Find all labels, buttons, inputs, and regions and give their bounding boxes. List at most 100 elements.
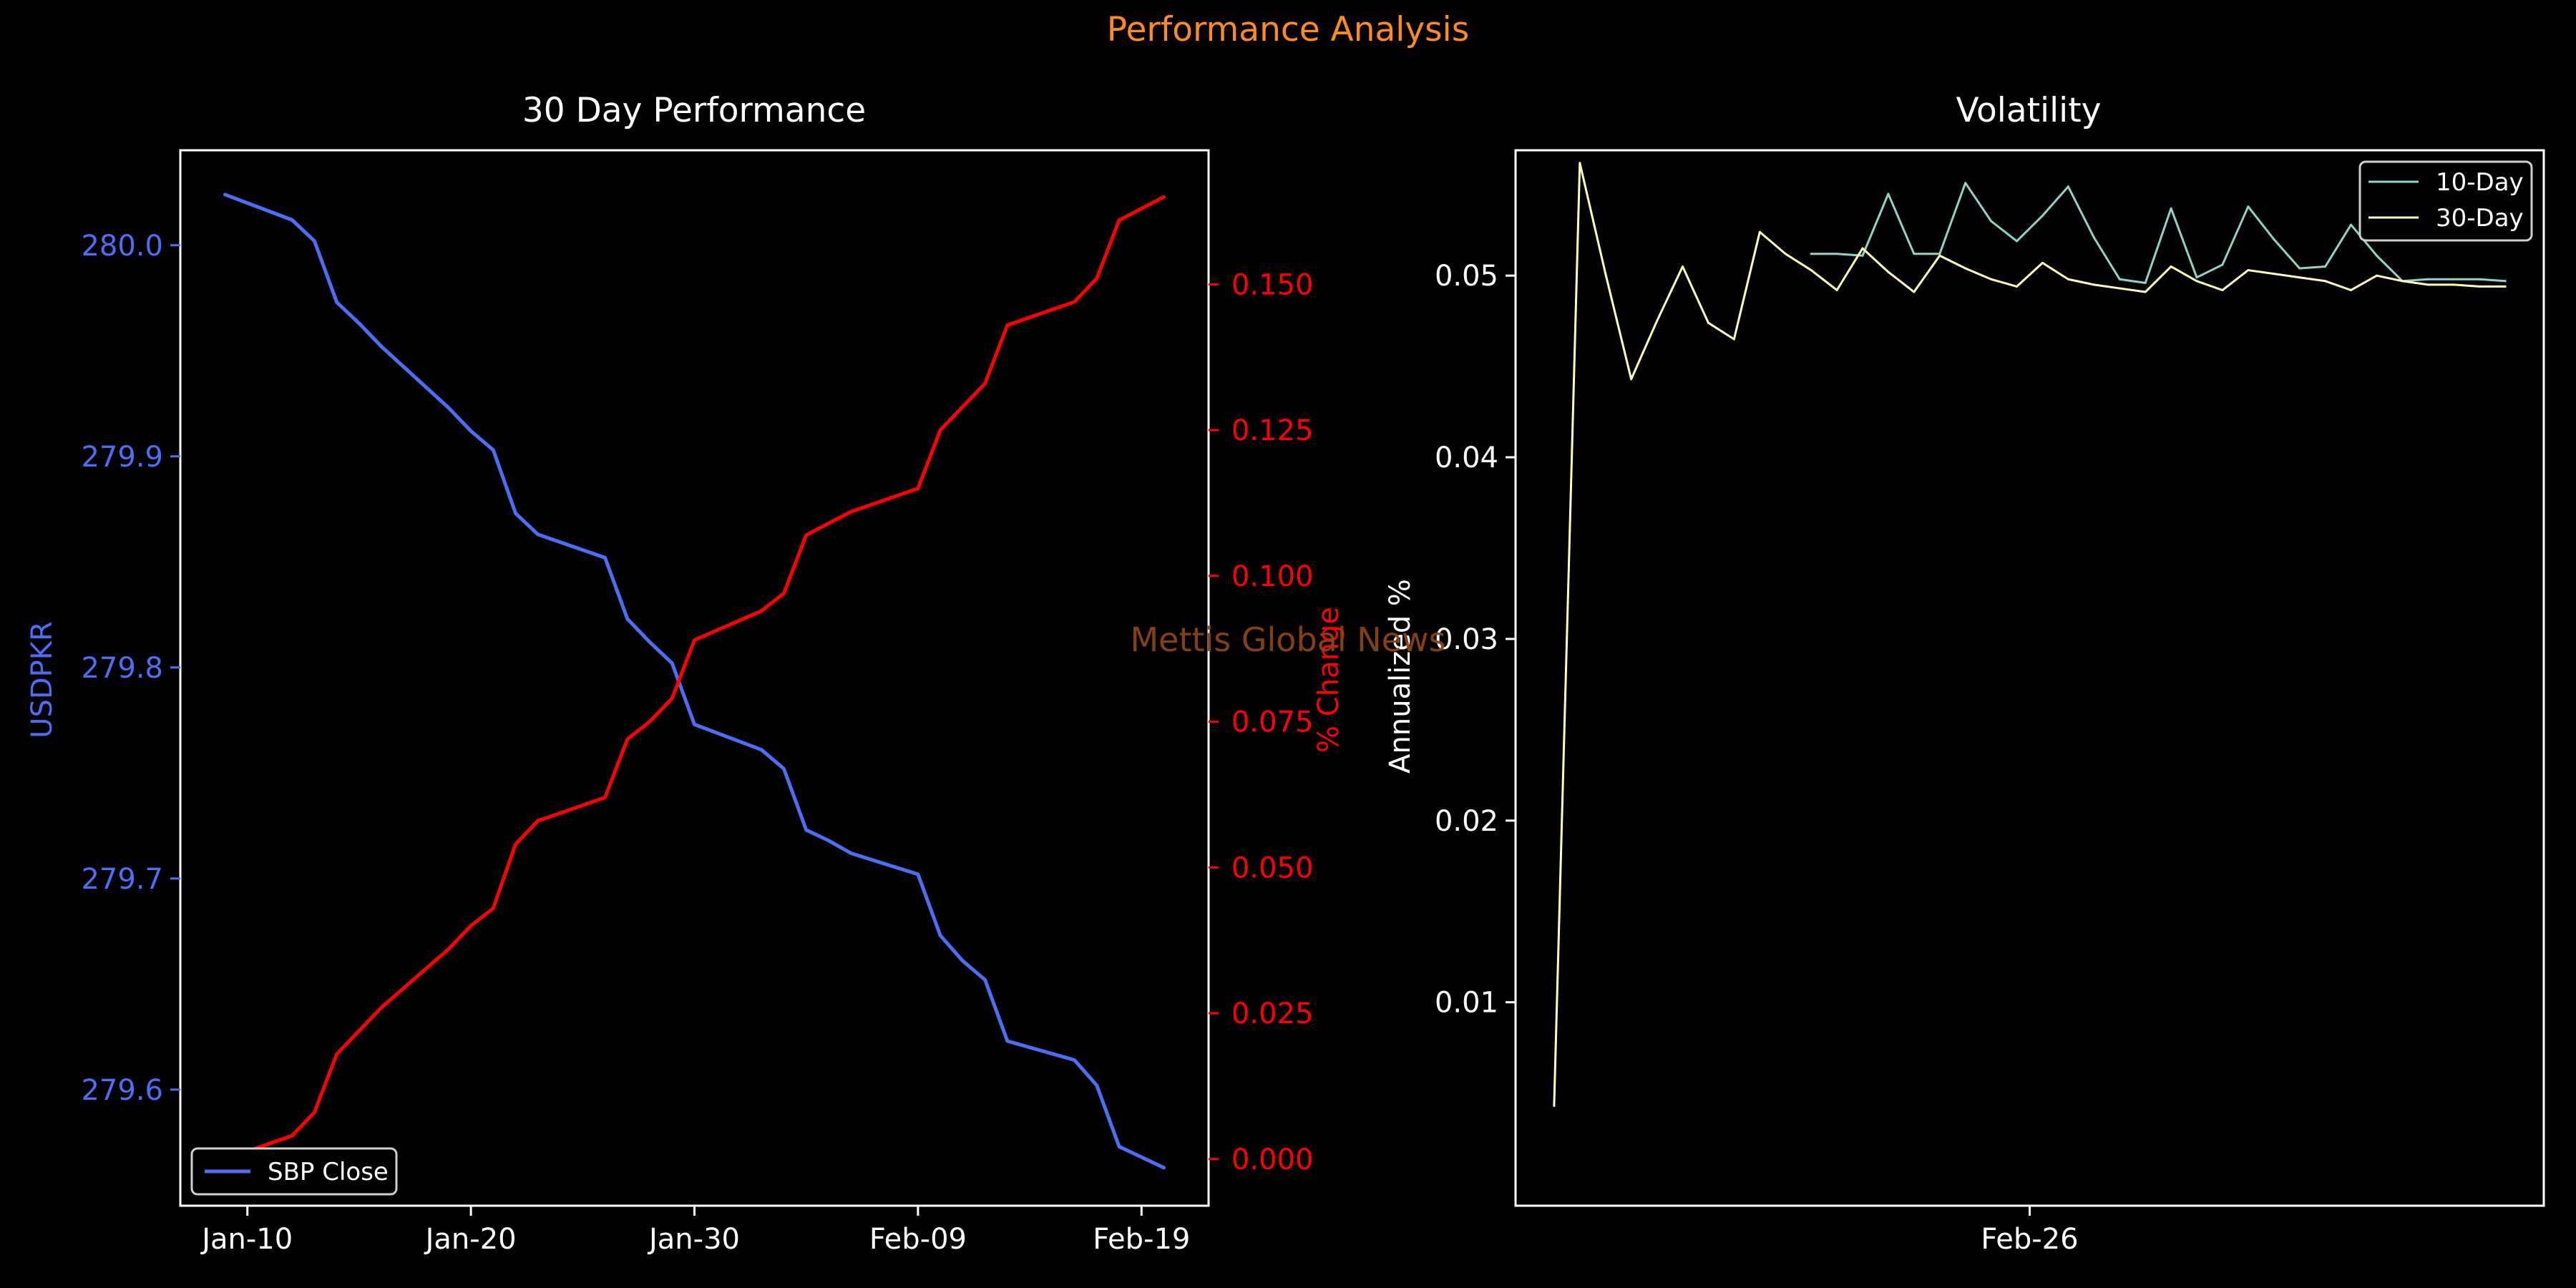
volatility-y-axis-label: Annualized % — [1384, 579, 1417, 774]
volatility-30-day-line-point — [1964, 267, 1967, 270]
sbp-close-line-point — [1096, 1084, 1098, 1087]
volatility-x-tick-label: Feb-26 — [1981, 1223, 2078, 1256]
volatility-30-day-line-point — [2092, 283, 2095, 286]
percent-change-line-point — [804, 534, 808, 537]
sbp-close-line-point — [1073, 1058, 1076, 1062]
volatility-30-day-line-point — [1861, 247, 1864, 250]
volatility-30-day-line — [1553, 162, 2507, 1107]
sbp-close-line-point — [313, 240, 316, 243]
left-x-tick-label: Jan-30 — [647, 1223, 740, 1256]
sbp-close-line-point — [670, 662, 674, 665]
percent-change-line-point — [603, 796, 607, 799]
left-y-tick-label: 279.8 — [81, 652, 163, 685]
volatility-10-day-line — [1810, 182, 2507, 284]
volatility-30-day-line-point — [2401, 280, 2404, 283]
volatility-30-day-line-point — [1835, 288, 1838, 291]
percent-change-line-point — [917, 487, 919, 490]
percent-change-line-point — [983, 382, 987, 385]
percent-change-line-point — [827, 522, 830, 525]
sbp-close-line-point — [492, 449, 495, 452]
volatility-10-day-line-point — [1835, 253, 1838, 255]
percent-change-line-point — [1118, 218, 1121, 222]
volatility-30-day-line-point — [1938, 254, 1941, 257]
percent-change-line-point — [1162, 195, 1166, 198]
volatility-30-day-line-point — [2298, 276, 2301, 279]
percent-change-line-point — [1006, 323, 1009, 327]
left-y-axis-label: USDPKR — [26, 621, 59, 738]
left-legend[interactable]: SBP Close — [190, 1147, 398, 1196]
volatility-30-day-line-point — [2478, 285, 2481, 288]
volatility-30-day-line-point — [2273, 273, 2275, 275]
volatility-10-day-line-point — [2195, 276, 2198, 279]
sbp-close-line-point — [917, 873, 919, 876]
percent-change-line-point — [492, 907, 495, 910]
percent-change-line-point — [313, 1111, 316, 1114]
volatility-30-day-line-point — [1630, 378, 1633, 381]
volatility-y-tick-label: 0.05 — [1435, 260, 1498, 293]
figure-suptitle: Performance Analysis — [1107, 10, 1469, 49]
sbp-close-line-point — [827, 839, 830, 842]
sbp-close-legend-box — [190, 1147, 398, 1196]
volatility-10-day-line-point — [2144, 281, 2147, 284]
sbp-close-line-point — [760, 748, 763, 751]
percent-change-line-point — [537, 819, 540, 822]
volatility-30-day-line-point — [1810, 269, 1813, 272]
volatility-30-day-line-point — [1784, 253, 1787, 255]
volatility-30-day-line-point — [2067, 278, 2069, 280]
percent-change-line-point — [760, 609, 763, 613]
percent-change-line-point — [1096, 277, 1098, 280]
volatility-30-day-line-point — [2504, 285, 2507, 288]
percent-change-line-point — [648, 720, 651, 723]
volatility-10-day-line-point — [2170, 207, 2172, 210]
watermark-text: Mettis Global News — [1130, 620, 1445, 659]
volatility-10-day-line-point — [2273, 238, 2275, 240]
volatility-30-day-line-point — [2144, 291, 2147, 293]
right-legend[interactable]: 10-Day 30-Day — [2358, 160, 2533, 242]
sbp-close-line-point — [961, 960, 965, 962]
volatility-y-tick-label: 0.02 — [1435, 805, 1498, 838]
volatility-30-day-line-point — [2195, 280, 2198, 283]
right-y-tick-label: 0.025 — [1231, 997, 1314, 1030]
volatility-30-day-line-point — [2118, 287, 2121, 290]
sbp-close-line-point — [849, 852, 852, 855]
volatility-10-day-line-point — [2016, 240, 2019, 243]
percent-change-line-point — [625, 738, 629, 741]
percent-change-line-point — [1073, 301, 1076, 303]
volatility-10-day-line-point — [2324, 265, 2327, 268]
sbp-close-line-point — [514, 512, 517, 515]
volatility-30-day-line-point — [1604, 273, 1607, 275]
right-y-tick-label: 0.100 — [1231, 560, 1314, 593]
right-axes-group: 0.01 0.02 0.03 0.04 0.05 Feb-26 — [1435, 149, 2545, 1256]
volatility-10-day-line-point — [1887, 192, 1890, 195]
volatility-30-day-line-point — [2170, 265, 2172, 268]
percent-change-line-point — [291, 1134, 294, 1138]
percent-change-line-point — [939, 429, 942, 431]
volatility-10-day-line-point — [2426, 278, 2429, 280]
volatility-30-day-line-point — [2350, 288, 2353, 291]
percent-change-line-point — [849, 510, 852, 514]
volatility-10-day-line-point — [1990, 220, 1993, 223]
sbp-close-line-point — [693, 723, 696, 726]
volatility-10-day-line-point — [2092, 236, 2095, 239]
percent-change-line-point — [693, 638, 696, 642]
right-y-tick-label: 0.000 — [1231, 1143, 1314, 1176]
right-chart: Volatility 0.01 0.02 0.03 0.04 0.05 Feb-26 An… — [1384, 91, 2545, 1256]
volatility-10-day-line-point — [1964, 182, 1967, 185]
percent-change-line-point — [380, 1006, 383, 1009]
sbp-close-line-point — [625, 618, 629, 620]
left-x-tick-label: Feb-19 — [1093, 1223, 1190, 1256]
volatility-y-tick-label: 0.03 — [1435, 623, 1498, 656]
right-chart-title: Volatility — [1956, 91, 2102, 130]
left-y-tick-label: 279.6 — [81, 1074, 163, 1107]
volatility-30-day-line-point — [1990, 278, 1993, 280]
sbp-close-line-point — [1162, 1166, 1166, 1169]
volatility-10-day-line-point — [2350, 223, 2353, 226]
left-x-tick-label: Jan-10 — [200, 1223, 293, 1256]
volatility-30-day-line-point — [1758, 230, 1761, 233]
percent-change-line-point — [670, 697, 674, 700]
percent-change-line — [223, 195, 1166, 1161]
volatility-10-day-line-point — [1913, 253, 1916, 255]
volatility-30-day-line-point — [2426, 283, 2429, 286]
